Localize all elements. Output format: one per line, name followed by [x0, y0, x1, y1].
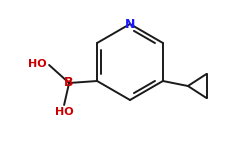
Text: HO: HO: [55, 107, 74, 117]
Text: N: N: [125, 18, 135, 30]
Text: B: B: [64, 76, 74, 90]
Text: HO: HO: [28, 59, 47, 69]
